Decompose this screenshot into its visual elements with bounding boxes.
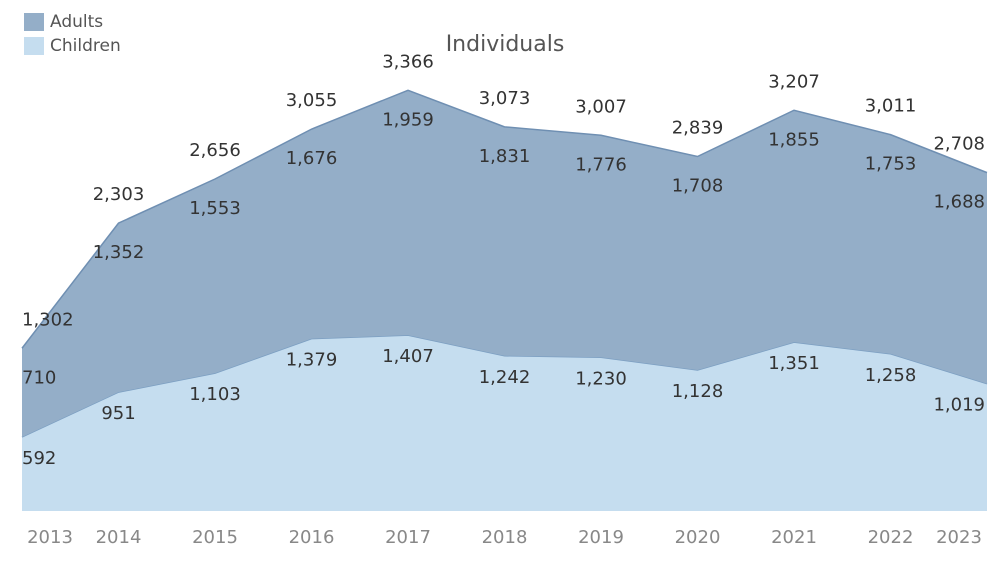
data-label: 1,708 <box>672 176 724 197</box>
total-label: 3,207 <box>768 71 820 92</box>
total-label: 2,656 <box>189 140 241 161</box>
data-label: 1,831 <box>479 146 531 167</box>
legend-label: Children <box>50 36 121 56</box>
x-tick-label: 2022 <box>868 527 914 548</box>
total-label: 2,839 <box>672 118 724 139</box>
data-label: 1,753 <box>865 154 917 175</box>
data-label: 1,959 <box>382 109 434 130</box>
total-label: 3,007 <box>575 96 627 117</box>
data-label: 1,351 <box>768 353 820 374</box>
data-label: 1,242 <box>479 367 531 388</box>
data-label: 1,855 <box>768 129 820 150</box>
total-label: 3,055 <box>286 90 338 111</box>
x-tick-label: 2016 <box>289 527 335 548</box>
x-tick-label: 2013 <box>27 527 73 548</box>
data-label: 1,688 <box>933 192 985 213</box>
area-line <box>21 89 988 349</box>
legend-label: Adults <box>50 12 103 32</box>
data-label: 1,230 <box>575 368 627 389</box>
data-label: 1,407 <box>382 346 434 367</box>
data-label: 1,379 <box>286 350 338 371</box>
x-tick-label: 2017 <box>385 527 431 548</box>
total-label: 3,366 <box>382 51 434 72</box>
data-label: 1,676 <box>286 148 338 169</box>
data-label: 592 <box>22 448 56 469</box>
data-label: 1,553 <box>189 198 241 219</box>
x-tick-label: 2021 <box>771 527 817 548</box>
legend-swatch <box>24 37 44 55</box>
x-tick-label: 2023 <box>936 527 982 548</box>
chart-title: Individuals <box>446 32 565 57</box>
data-label: 1,258 <box>865 365 917 386</box>
data-label: 710 <box>22 367 56 388</box>
x-tick-label: 2019 <box>578 527 624 548</box>
x-tick-label: 2014 <box>96 527 142 548</box>
data-label: 1,103 <box>189 384 241 405</box>
total-label: 3,011 <box>865 96 917 117</box>
area <box>22 90 987 437</box>
total-label: 3,073 <box>479 88 531 109</box>
area <box>22 335 987 511</box>
data-label: 1,776 <box>575 154 627 175</box>
x-tick-label: 2015 <box>192 527 238 548</box>
data-label: 1,019 <box>933 395 985 416</box>
data-label: 951 <box>101 403 135 424</box>
legend-swatch <box>24 13 44 31</box>
total-label: 2,303 <box>93 184 145 205</box>
x-tick-label: 2020 <box>675 527 721 548</box>
data-label: 1,352 <box>93 242 145 263</box>
total-label: 1,302 <box>22 309 74 330</box>
total-label: 2,708 <box>933 134 985 155</box>
data-label: 1,128 <box>672 381 724 402</box>
x-tick-label: 2018 <box>482 527 528 548</box>
